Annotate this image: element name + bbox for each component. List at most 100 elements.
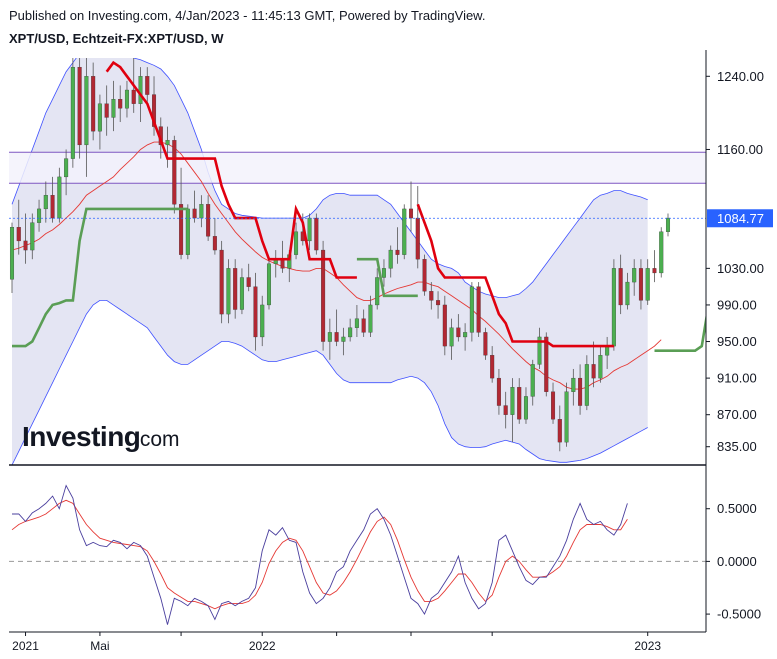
candle	[490, 346, 495, 383]
candle-body	[192, 208, 197, 219]
candle	[57, 167, 62, 223]
candle	[30, 213, 35, 260]
x-tick-label: 2022	[249, 639, 276, 653]
candle-body	[517, 387, 522, 420]
candle	[429, 282, 434, 310]
candle-body	[659, 231, 664, 274]
candle-body	[334, 332, 339, 342]
candle	[402, 204, 407, 260]
x-tick-label: Mai	[90, 639, 109, 653]
candle	[368, 295, 373, 337]
candle-body	[212, 236, 217, 251]
candle-body	[456, 327, 461, 338]
candle-body	[409, 208, 414, 219]
candle-body	[368, 304, 373, 333]
candle	[409, 181, 414, 232]
candle-body	[219, 249, 224, 315]
candle-body	[294, 231, 299, 255]
price-panel[interactable]	[9, 31, 709, 465]
candle-body	[652, 268, 657, 274]
candle-body	[124, 89, 129, 109]
candle	[422, 254, 427, 296]
candle	[523, 387, 528, 424]
oscillator-panel[interactable]	[9, 484, 706, 625]
y-tick-label: 990.00	[717, 297, 757, 312]
candle-body	[50, 195, 55, 219]
candle-body	[645, 268, 650, 301]
candle	[118, 85, 123, 123]
candle-body	[321, 249, 326, 342]
candle	[483, 327, 488, 360]
candle-body	[77, 66, 82, 146]
candle	[659, 227, 664, 278]
candle-body	[104, 103, 109, 118]
candle	[503, 391, 508, 429]
candle	[314, 213, 319, 255]
candle-body	[557, 419, 562, 443]
investing-logo: Investing .com	[22, 421, 180, 452]
candle	[266, 259, 271, 310]
candle	[496, 368, 501, 415]
candle-body	[57, 176, 62, 219]
candle-body	[496, 377, 501, 406]
candle-body	[118, 99, 123, 109]
candle	[84, 58, 89, 177]
candle-body	[70, 66, 75, 159]
candle-body	[97, 103, 102, 132]
candle-body	[598, 355, 603, 379]
candle	[23, 213, 28, 264]
last-price-tag-label: 1084.77	[717, 211, 764, 226]
candle	[91, 62, 96, 141]
candle	[578, 364, 583, 415]
candle-body	[632, 268, 637, 283]
candle	[206, 195, 211, 241]
candle-body	[280, 259, 285, 269]
candle-body	[375, 277, 380, 306]
resistance-zone	[9, 152, 706, 184]
logo-brand: Investing	[22, 421, 140, 452]
candle-body	[199, 204, 204, 219]
published-caption: Published on Investing.com, 4/Jan/2023 -…	[9, 8, 486, 23]
candle	[179, 167, 184, 260]
candle-body	[571, 377, 576, 392]
candle-body	[361, 318, 366, 333]
axes: 835.00 870.00 910.00 950.00 990.00 1030.00 108…	[9, 50, 773, 653]
osc-y-tick-label: -0.5000	[717, 607, 761, 622]
candle-body	[246, 277, 251, 287]
candle-body	[530, 364, 535, 397]
candle	[104, 85, 109, 136]
candle-body	[348, 327, 353, 338]
candle-body	[9, 227, 15, 280]
candle	[415, 186, 420, 269]
y-tick-label: 1240.00	[717, 69, 764, 84]
candle-body	[578, 377, 583, 406]
candle	[43, 181, 48, 223]
candle	[260, 295, 265, 347]
stop-line-red	[105, 60, 614, 348]
candle	[16, 199, 21, 255]
candle-body	[476, 286, 481, 333]
last-price-tag: 1084.77	[707, 209, 773, 228]
candle	[348, 318, 353, 342]
candle	[321, 240, 326, 351]
candle-body	[327, 332, 332, 342]
candle	[449, 318, 454, 360]
candle-body	[544, 336, 549, 392]
candle-body	[442, 304, 447, 347]
candle-body	[490, 355, 495, 379]
candle	[517, 378, 522, 424]
candle-body	[469, 286, 474, 333]
candle-body	[388, 249, 393, 269]
candle-body	[43, 195, 48, 210]
candle-body	[551, 391, 556, 420]
candle	[537, 327, 542, 369]
candle-body	[179, 204, 184, 255]
candle	[442, 295, 447, 356]
osc-y-tick-label: 0.5000	[717, 501, 757, 516]
candle-body	[665, 217, 671, 232]
candle-body	[354, 318, 359, 328]
candle	[334, 309, 339, 347]
candle	[341, 327, 346, 356]
oscillator-main-line	[12, 484, 628, 625]
